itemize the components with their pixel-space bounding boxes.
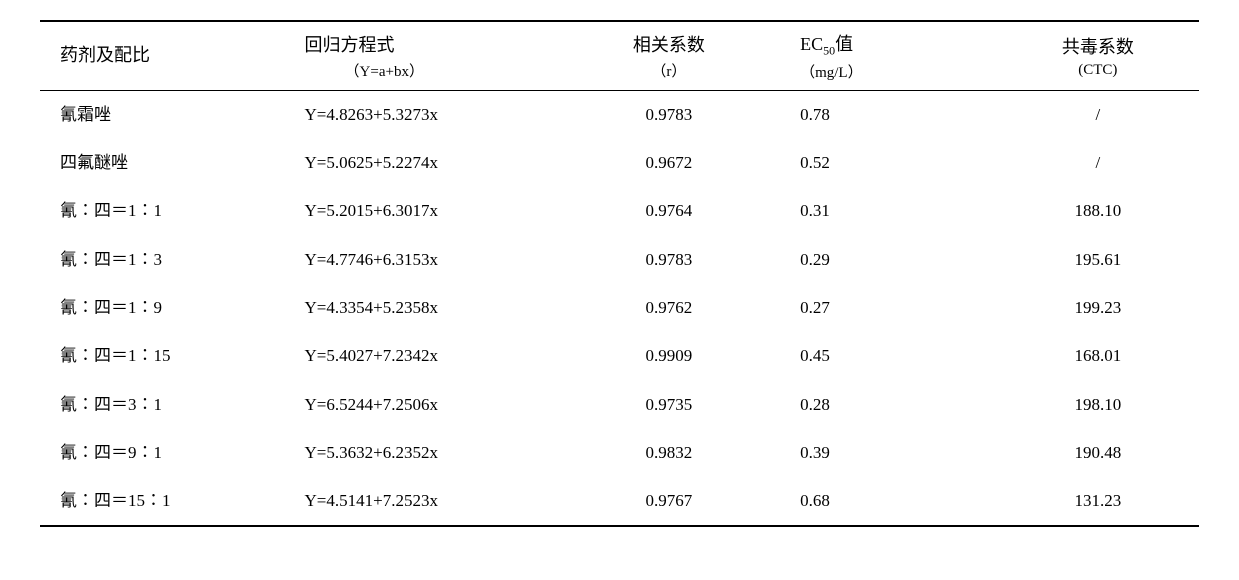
cell-agent: 氰∶四＝15∶1 <box>40 477 301 526</box>
cell-ctc: 188.10 <box>997 187 1199 235</box>
ec-pre: EC <box>800 34 823 54</box>
cell-agent: 四氟醚唑 <box>40 139 301 187</box>
cell-agent: 氰∶四＝9∶1 <box>40 429 301 477</box>
cell-ec: 0.29 <box>770 236 997 284</box>
col-eq-subheader: （Y=a+bx） <box>305 60 564 81</box>
cell-agent: 氰∶四＝1∶9 <box>40 284 301 332</box>
cell-ec: 0.78 <box>770 90 997 139</box>
cell-ec: 0.68 <box>770 477 997 526</box>
cell-eq: Y=5.0625+5.2274x <box>301 139 568 187</box>
cell-ec: 0.52 <box>770 139 997 187</box>
ec-post: 值 <box>835 34 853 54</box>
cell-r: 0.9735 <box>568 381 770 429</box>
cell-r: 0.9672 <box>568 139 770 187</box>
cell-ec: 0.27 <box>770 284 997 332</box>
cell-eq: Y=5.2015+6.3017x <box>301 187 568 235</box>
cell-ctc: 190.48 <box>997 429 1199 477</box>
table-row: 氰∶四＝3∶1Y=6.5244+7.2506x0.97350.28198.10 <box>40 381 1199 429</box>
col-ec-header: EC50值 <box>800 30 993 61</box>
cell-ctc: 198.10 <box>997 381 1199 429</box>
table-row: 氰∶四＝1∶9Y=4.3354+5.2358x0.97620.27199.23 <box>40 284 1199 332</box>
cell-agent: 氰∶四＝1∶15 <box>40 332 301 380</box>
toxicity-table: 药剂及配比 回归方程式 （Y=a+bx） 相关系数 （r） EC50值 （mg/… <box>40 20 1199 527</box>
cell-r: 0.9783 <box>568 236 770 284</box>
cell-ctc: / <box>997 90 1199 139</box>
cell-ctc: 168.01 <box>997 332 1199 380</box>
table-row: 氰∶四＝1∶3Y=4.7746+6.3153x0.97830.29195.61 <box>40 236 1199 284</box>
cell-ctc: / <box>997 139 1199 187</box>
col-ec-subheader: （mg/L） <box>800 61 993 82</box>
cell-r: 0.9783 <box>568 90 770 139</box>
col-agent-header: 药剂及配比 <box>60 41 297 70</box>
cell-agent: 氰∶四＝1∶3 <box>40 236 301 284</box>
ec-sub: 50 <box>823 44 835 58</box>
cell-eq: Y=4.5141+7.2523x <box>301 477 568 526</box>
cell-eq: Y=6.5244+7.2506x <box>301 381 568 429</box>
cell-r: 0.9832 <box>568 429 770 477</box>
table-row: 氰∶四＝15∶1Y=4.5141+7.2523x0.97670.68131.23 <box>40 477 1199 526</box>
cell-r: 0.9909 <box>568 332 770 380</box>
cell-eq: Y=4.7746+6.3153x <box>301 236 568 284</box>
cell-ctc: 195.61 <box>997 236 1199 284</box>
cell-ctc: 131.23 <box>997 477 1199 526</box>
cell-eq: Y=4.3354+5.2358x <box>301 284 568 332</box>
cell-ec: 0.45 <box>770 332 997 380</box>
table-row: 氰∶四＝9∶1Y=5.3632+6.2352x0.98320.39190.48 <box>40 429 1199 477</box>
col-r-header: 相关系数 <box>572 31 766 60</box>
cell-ec: 0.39 <box>770 429 997 477</box>
table-body: 氰霜唑Y=4.8263+5.3273x0.97830.78/ 四氟醚唑Y=5.0… <box>40 90 1199 526</box>
cell-ctc: 199.23 <box>997 284 1199 332</box>
cell-agent: 氰∶四＝3∶1 <box>40 381 301 429</box>
cell-agent: 氰∶四＝1∶1 <box>40 187 301 235</box>
cell-r: 0.9762 <box>568 284 770 332</box>
col-ctc-header: 共毒系数 <box>1001 33 1195 62</box>
table-row: 四氟醚唑Y=5.0625+5.2274x0.96720.52/ <box>40 139 1199 187</box>
cell-eq: Y=5.4027+7.2342x <box>301 332 568 380</box>
col-eq-header: 回归方程式 <box>305 31 564 60</box>
cell-eq: Y=5.3632+6.2352x <box>301 429 568 477</box>
cell-r: 0.9767 <box>568 477 770 526</box>
table-header-row: 药剂及配比 回归方程式 （Y=a+bx） 相关系数 （r） EC50值 （mg/… <box>40 21 1199 90</box>
cell-eq: Y=4.8263+5.3273x <box>301 90 568 139</box>
col-r-subheader: （r） <box>572 60 766 81</box>
cell-agent: 氰霜唑 <box>40 90 301 139</box>
table-row: 氰霜唑Y=4.8263+5.3273x0.97830.78/ <box>40 90 1199 139</box>
table-row: 氰∶四＝1∶15Y=5.4027+7.2342x0.99090.45168.01 <box>40 332 1199 380</box>
cell-ec: 0.28 <box>770 381 997 429</box>
cell-r: 0.9764 <box>568 187 770 235</box>
col-ctc-subheader: (CTC) <box>1001 62 1195 79</box>
cell-ec: 0.31 <box>770 187 997 235</box>
table-row: 氰∶四＝1∶1Y=5.2015+6.3017x0.97640.31188.10 <box>40 187 1199 235</box>
